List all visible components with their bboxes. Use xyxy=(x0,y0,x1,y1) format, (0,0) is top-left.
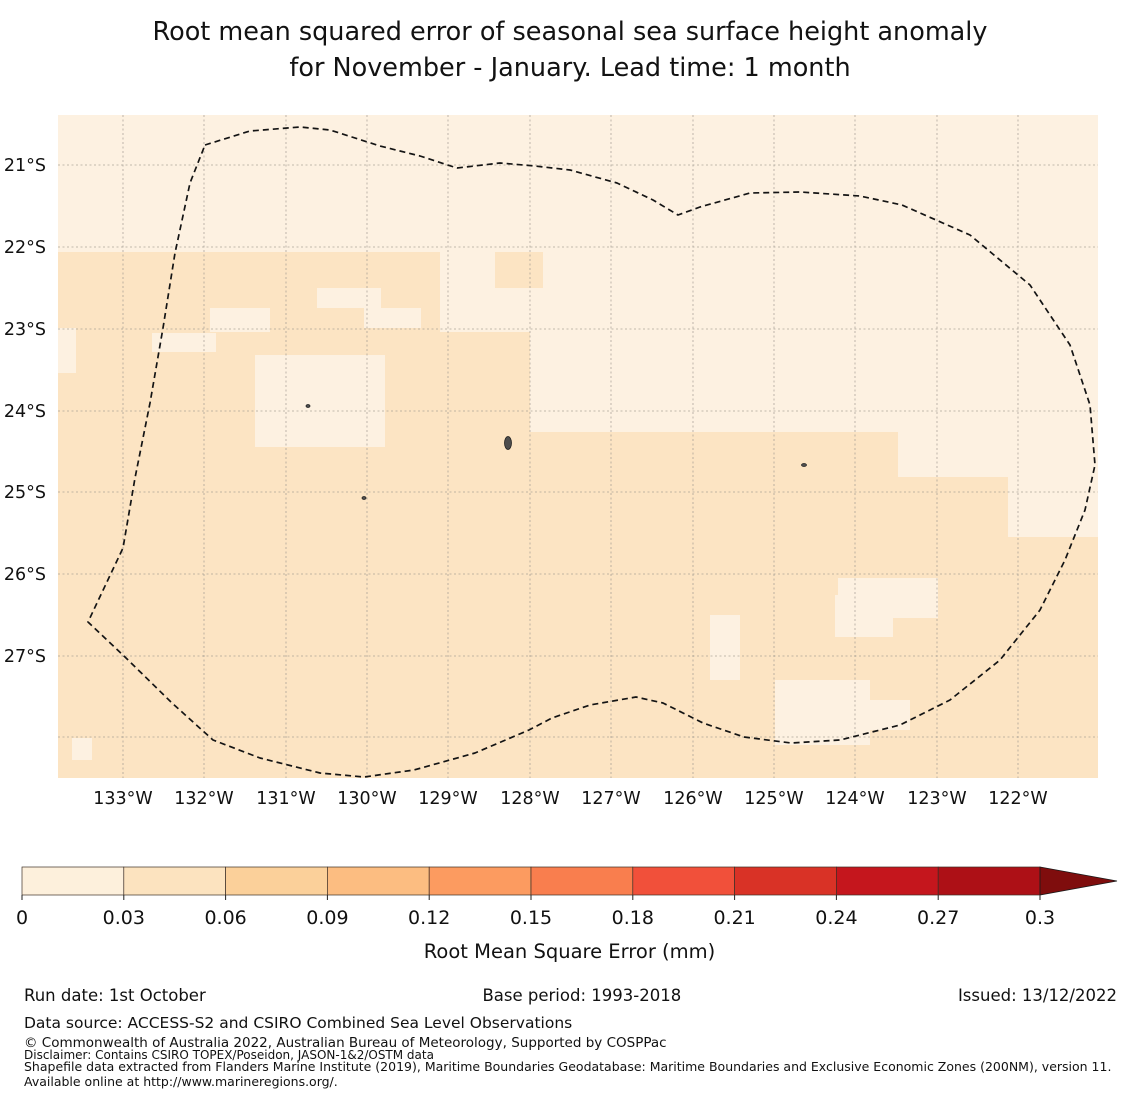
x-tick-label: 130°W xyxy=(337,789,396,809)
chart-title: Root mean squared error of seasonal sea … xyxy=(0,14,1140,86)
rmse-low-patch xyxy=(440,252,1098,332)
x-tick-label: 131°W xyxy=(256,789,315,809)
x-tick-label: 129°W xyxy=(418,789,477,809)
rmse-low-patch xyxy=(255,355,385,447)
rmse-low-patch xyxy=(72,738,92,760)
x-tick-label: 125°W xyxy=(744,789,803,809)
colorbar-extend-arrow xyxy=(1039,866,1118,896)
rmse-low-patch xyxy=(862,700,910,730)
colorbar-segment xyxy=(530,866,634,896)
chart-title-line2: for November - January. Lead time: 1 mon… xyxy=(289,53,851,83)
island-marker xyxy=(305,404,311,408)
colorbar-tick-label: 0.06 xyxy=(204,907,246,929)
rmse-low-patch xyxy=(898,432,1098,477)
y-tick-label: 23°S xyxy=(4,320,46,340)
x-tick-label: 126°W xyxy=(663,789,722,809)
colorbar-tick-label: 0.12 xyxy=(408,907,450,929)
map-plot-area xyxy=(58,115,1098,778)
x-tick-label: 133°W xyxy=(93,789,152,809)
colorbar-tick-label: 0.24 xyxy=(815,907,857,929)
rmse-low-patch xyxy=(775,680,870,745)
copyright-text: © Commonwealth of Australia 2022, Austra… xyxy=(24,1035,667,1051)
rmse-mid-patch xyxy=(495,252,543,288)
colorbar-axis-label: Root Mean Square Error (mm) xyxy=(424,940,716,963)
colorbar-segment xyxy=(327,866,430,896)
rmse-low-patch xyxy=(210,308,270,332)
x-tick-label: 123°W xyxy=(907,789,966,809)
rmse-low-patch xyxy=(58,115,1098,252)
colorbar-tick-label: 0.21 xyxy=(713,907,755,929)
colorbar-tick-label: 0.18 xyxy=(612,907,654,929)
colorbar-tick-label: 0.03 xyxy=(103,907,145,929)
colorbar-segment xyxy=(836,866,939,896)
y-tick-label: 25°S xyxy=(4,483,46,503)
rmse-map: 21°S 22°S 23°S 24°S 25°S 26°S 27°S 133°W 132°W 13… xyxy=(4,115,1098,809)
rmse-low-patch xyxy=(835,595,893,637)
issued-text: Issued: 13/12/2022 xyxy=(957,986,1117,1005)
run-date-text: Run date: 1st October xyxy=(24,986,206,1005)
colorbar-segment xyxy=(632,866,735,896)
island-marker xyxy=(361,496,367,500)
rmse-low-patch xyxy=(530,332,1098,432)
colorbar-tick-label: 0.09 xyxy=(306,907,348,929)
y-tick-label: 26°S xyxy=(4,565,46,585)
colorbar-segment xyxy=(123,866,226,896)
disclaimer-text: Disclaimer: Contains CSIRO TOPEX/Poseido… xyxy=(24,1048,434,1062)
island-marker xyxy=(504,436,512,450)
colorbar: 0 0.03 0.06 0.09 0.12 0.15 0.18 0.21 0.24 0.27 0.3… xyxy=(16,866,1118,963)
colorbar-tick-label: 0.27 xyxy=(917,907,959,929)
colorbar-tick-label: 0.15 xyxy=(510,907,552,929)
rmse-low-patch xyxy=(364,308,421,328)
shapefile-attribution-text: Shapefile data extracted from Flanders M… xyxy=(24,1059,1112,1089)
colorbar-segment xyxy=(734,866,837,896)
data-source-text: Data source: ACCESS-S2 and CSIRO Combine… xyxy=(24,1014,573,1032)
rmse-low-patch xyxy=(710,615,740,680)
rmse-low-patch xyxy=(317,288,381,308)
x-tick-label: 127°W xyxy=(581,789,640,809)
rmse-low-patch xyxy=(152,333,216,352)
chart-title-line1: Root mean squared error of seasonal sea … xyxy=(152,17,988,47)
y-tick-label: 21°S xyxy=(4,156,46,176)
y-tick-label: 24°S xyxy=(4,402,46,422)
x-tick-label: 122°W xyxy=(988,789,1047,809)
y-tick-label: 27°S xyxy=(4,647,46,667)
colorbar-segment xyxy=(21,866,125,896)
x-tick-label: 124°W xyxy=(825,789,884,809)
colorbar-segment xyxy=(937,866,1041,896)
footer-row-meta: Run date: 1st October Base period: 1993-… xyxy=(0,986,1140,1005)
colorbar-tick-label: 0 xyxy=(16,907,28,929)
y-tick-label: 22°S xyxy=(4,238,46,258)
rmse-low-patch xyxy=(1008,477,1098,537)
rmse-low-patch xyxy=(58,328,76,373)
colorbar-segment xyxy=(225,866,328,896)
colorbar-tick-label: 0.3 xyxy=(1025,907,1055,929)
x-tick-label: 128°W xyxy=(500,789,559,809)
base-period-text: Base period: 1993-2018 xyxy=(482,986,682,1005)
colorbar-segment xyxy=(428,866,532,896)
x-tick-label: 132°W xyxy=(174,789,233,809)
island-marker xyxy=(801,463,807,467)
